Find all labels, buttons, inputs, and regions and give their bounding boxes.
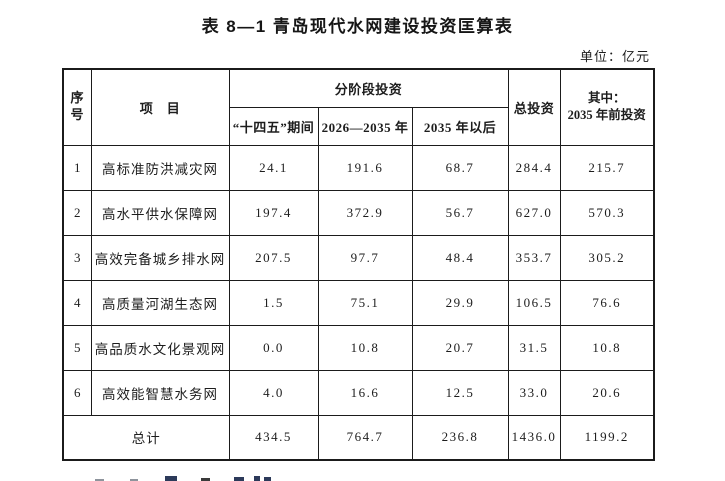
cell-seq: 6 xyxy=(62,369,92,416)
header-phase1: “十四五”期间 xyxy=(228,106,319,146)
cell-seq: 5 xyxy=(62,324,92,371)
cell-seq: 2 xyxy=(62,189,92,236)
header-of-which-line2: 2035 年前投资 xyxy=(567,108,646,123)
cell-phase1: 207.5 xyxy=(228,234,319,281)
cell-total: 106.5 xyxy=(507,279,561,326)
total-phase2: 764.7 xyxy=(317,414,413,461)
cropped-text-fragment xyxy=(254,476,260,481)
cell-phase1: 24.1 xyxy=(228,144,319,191)
cropped-text-fragment xyxy=(165,476,177,481)
header-seq: 序 号 xyxy=(62,68,92,146)
cell-project: 高品质水文化景观网 xyxy=(90,324,230,371)
cell-pre2035: 76.6 xyxy=(559,279,655,326)
cell-project: 高标准防洪减灾网 xyxy=(90,144,230,191)
header-phase3: 2035 年以后 xyxy=(411,106,509,146)
total-pre2035: 1199.2 xyxy=(559,414,655,461)
cell-phase1: 197.4 xyxy=(228,189,319,236)
cell-pre2035: 215.7 xyxy=(559,144,655,191)
header-project: 项 目 xyxy=(90,68,230,146)
header-of-which: 其中： 2035 年前投资 xyxy=(559,68,655,146)
cell-total: 627.0 xyxy=(507,189,561,236)
cell-seq: 1 xyxy=(62,144,92,191)
total-phase3: 236.8 xyxy=(411,414,509,461)
cell-project: 高水平供水保障网 xyxy=(90,189,230,236)
cell-phase2: 191.6 xyxy=(317,144,413,191)
cell-project: 高质量河湖生态网 xyxy=(90,279,230,326)
header-of-which-line1: 其中： xyxy=(587,91,626,106)
header-total: 总投资 xyxy=(507,68,561,146)
cell-pre2035: 20.6 xyxy=(559,369,655,416)
cell-pre2035: 305.2 xyxy=(559,234,655,281)
document-page: 表 8—1 青岛现代水网建设投资匡算表 单位：亿元 序 号 项 目 分阶段投资 … xyxy=(62,12,655,461)
cell-phase2: 372.9 xyxy=(317,189,413,236)
cell-total: 353.7 xyxy=(507,234,561,281)
header-seq-line2: 号 xyxy=(70,107,84,123)
cell-phase3: 29.9 xyxy=(411,279,509,326)
header-phase2: 2026—2035 年 xyxy=(317,106,413,146)
cell-phase2: 75.1 xyxy=(317,279,413,326)
header-phased-group: 分阶段投资 xyxy=(228,68,509,108)
cropped-next-line xyxy=(95,473,275,481)
cell-phase1: 1.5 xyxy=(228,279,319,326)
cell-phase2: 97.7 xyxy=(317,234,413,281)
total-total: 1436.0 xyxy=(507,414,561,461)
table-row: 6 高效能智慧水务网 4.0 16.6 12.5 33.0 20.6 xyxy=(62,369,655,416)
table-row: 1 高标准防洪减灾网 24.1 191.6 68.7 284.4 215.7 xyxy=(62,144,655,191)
table-row: 2 高水平供水保障网 197.4 372.9 56.7 627.0 570.3 xyxy=(62,189,655,236)
table-row: 4 高质量河湖生态网 1.5 75.1 29.9 106.5 76.6 xyxy=(62,279,655,326)
total-row-label: 总计 xyxy=(62,414,230,461)
cropped-text-fragment xyxy=(264,477,271,481)
total-row: 总计 434.5 764.7 236.8 1436.0 1199.2 xyxy=(62,414,655,461)
investment-table: 序 号 项 目 分阶段投资 总投资 其中： 2035 年前投资 “十四五”期间 … xyxy=(62,68,655,461)
cell-phase3: 68.7 xyxy=(411,144,509,191)
cell-phase3: 48.4 xyxy=(411,234,509,281)
cell-pre2035: 10.8 xyxy=(559,324,655,371)
table-row: 3 高效完备城乡排水网 207.5 97.7 48.4 353.7 305.2 xyxy=(62,234,655,281)
cell-phase2: 10.8 xyxy=(317,324,413,371)
cell-total: 33.0 xyxy=(507,369,561,416)
cell-phase2: 16.6 xyxy=(317,369,413,416)
cell-project: 高效能智慧水务网 xyxy=(90,369,230,416)
cell-total: 284.4 xyxy=(507,144,561,191)
cropped-text-fragment xyxy=(234,477,244,481)
cell-phase3: 56.7 xyxy=(411,189,509,236)
table-row: 5 高品质水文化景观网 0.0 10.8 20.7 31.5 10.8 xyxy=(62,324,655,371)
cell-seq: 4 xyxy=(62,279,92,326)
cell-project: 高效完备城乡排水网 xyxy=(90,234,230,281)
cell-total: 31.5 xyxy=(507,324,561,371)
page-title: 表 8—1 青岛现代水网建设投资匡算表 xyxy=(201,17,514,36)
header-seq-line1: 序 xyxy=(70,90,84,106)
cell-pre2035: 570.3 xyxy=(559,189,655,236)
cell-phase1: 4.0 xyxy=(228,369,319,416)
header-row-2: “十四五”期间 2026—2035 年 2035 年以后 xyxy=(63,106,654,146)
header-row-1: 序 号 项 目 分阶段投资 总投资 其中： 2035 年前投资 xyxy=(62,68,655,146)
cell-phase3: 12.5 xyxy=(411,369,509,416)
cell-seq: 3 xyxy=(62,234,92,281)
cell-phase3: 20.7 xyxy=(411,324,509,371)
total-phase1: 434.5 xyxy=(228,414,319,461)
unit-note: 单位：亿元 xyxy=(579,49,650,64)
cell-phase1: 0.0 xyxy=(228,324,319,371)
